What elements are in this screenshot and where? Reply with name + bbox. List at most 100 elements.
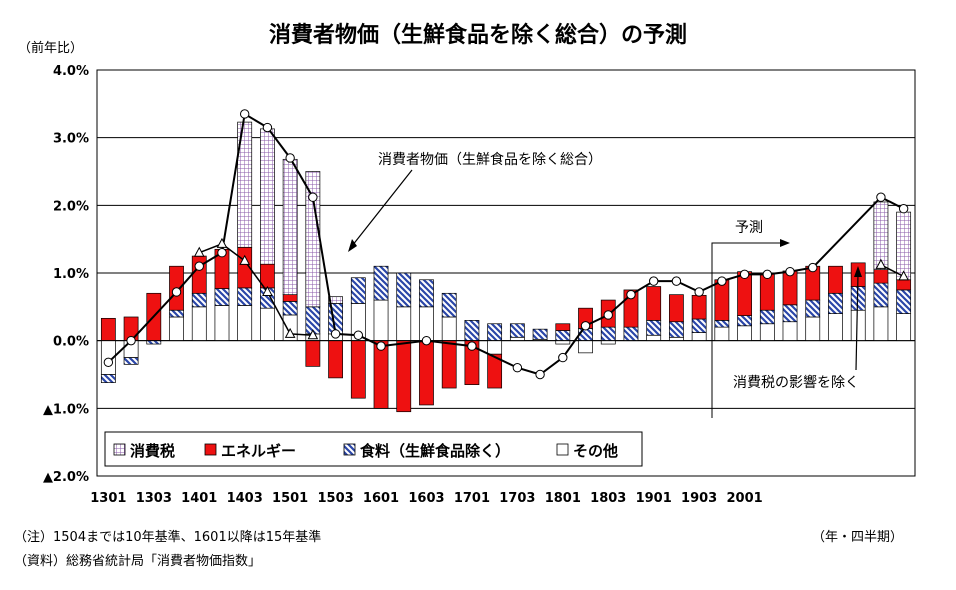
y-tick-labels: 4.0% 3.0% 2.0% 1.0% 0.0% ▲1.0% ▲2.0% [43, 64, 89, 485]
bar-segment [441, 316, 457, 342]
ex-tax-point [239, 254, 251, 265]
bar-segment [396, 340, 412, 413]
cpi-point [376, 341, 386, 351]
cpi-point [739, 269, 750, 280]
bar-segment [487, 323, 503, 342]
bar-segment [873, 269, 889, 284]
bar-segment [578, 340, 593, 354]
cpi-point [717, 276, 727, 286]
bar-segment [146, 340, 162, 345]
bar-segment [419, 306, 434, 342]
cpi-point [558, 352, 568, 363]
ex-tax-point [875, 258, 887, 269]
legend-swatch-energy [204, 443, 217, 456]
bar-segment [305, 171, 321, 308]
cpi-point [262, 122, 273, 133]
x-tick-label: 1303 [136, 491, 172, 506]
cpi-point [330, 329, 341, 339]
chart-title: 消費者物価（生鮮食品を除く総合）の予測 [269, 22, 687, 48]
x-tick-label: 1403 [227, 491, 263, 506]
forecast-arrowhead [780, 239, 790, 247]
bar-segment [328, 340, 343, 379]
ex-tax-point [262, 285, 273, 296]
bar-segment [350, 277, 366, 304]
ex-tax-arrowhead [854, 266, 862, 277]
x-tick-label: 1603 [408, 491, 444, 506]
bar-segment [100, 374, 116, 383]
cpi-point [808, 262, 818, 273]
bar-segment [509, 323, 525, 338]
bar-segment [600, 326, 616, 342]
footnote-note: （注）1504までは10年基準、1601以降は15年基準 [14, 529, 321, 545]
x-tick-label: 1901 [636, 491, 672, 506]
bar-segment [169, 316, 184, 342]
bar-segment [555, 323, 571, 331]
bar-segment [282, 294, 298, 302]
cpi-point [762, 269, 773, 280]
bar-segment [828, 313, 843, 342]
cpi-point [353, 330, 364, 340]
cpi-label-arrow [351, 169, 413, 247]
x-tick-label: 1801 [545, 491, 581, 506]
legend-label-food: 食料（生鮮食品除く） [360, 442, 510, 460]
bar-segment [100, 317, 116, 342]
y-axis-label: （前年比） [18, 40, 83, 56]
bar-segment [350, 340, 366, 399]
plot-frame [96, 69, 916, 477]
ex-tax-point [284, 327, 296, 338]
cpi-label-arrowhead [348, 239, 357, 252]
bar-segment [714, 320, 730, 328]
cpi-point [648, 276, 659, 286]
cpi-point [239, 109, 250, 119]
bar-segment [123, 357, 139, 365]
bar-segment [759, 323, 775, 342]
x-tick-label: 1501 [272, 491, 308, 506]
cpi-point [671, 276, 682, 286]
legend-label-energy: エネルギー [221, 442, 296, 460]
bar-segment [646, 334, 662, 342]
bar-segment [805, 316, 821, 342]
bar-segment [169, 309, 184, 318]
bar-segment [759, 309, 775, 325]
legend-label-tax: 消費税 [130, 442, 175, 460]
bar-segment [305, 340, 321, 367]
bar-segment [873, 201, 889, 270]
bar-segment [396, 306, 412, 342]
cpi-point [512, 363, 523, 373]
cpi-point [171, 287, 182, 297]
cpi-point [535, 369, 545, 380]
cpi-point [103, 357, 114, 368]
bar-segment [669, 294, 684, 323]
bar-segment [260, 128, 275, 265]
bar-segment [396, 272, 412, 308]
ex-tax-point [193, 246, 205, 257]
bar-segment [828, 265, 843, 294]
legend-swatch-tax [113, 443, 126, 456]
bar-segment [237, 121, 253, 248]
ex-tax-point [307, 329, 319, 340]
bar-segment [623, 289, 639, 328]
x-tick-label: 1301 [90, 491, 126, 506]
bar-segment [714, 326, 730, 342]
ex-tax-point [898, 270, 909, 281]
bar-segment [782, 304, 798, 323]
bar-segment [646, 286, 662, 321]
cpi-point [626, 289, 636, 300]
bar-segment [237, 305, 253, 342]
bar-segment [373, 340, 389, 409]
y-tick-label: 0.0% [53, 335, 89, 350]
bar-segment [214, 288, 230, 306]
x-tick-label: 1401 [181, 491, 217, 506]
bar-segment [805, 299, 821, 318]
x-tick-label: 1701 [454, 491, 490, 506]
bar-segment [782, 321, 798, 342]
x-tick-label: 1903 [681, 491, 717, 506]
bar-segment [328, 296, 343, 304]
bar-segment [646, 320, 662, 336]
cpi-lines [103, 109, 909, 380]
cpi-point [194, 261, 204, 271]
cpi-point [603, 310, 613, 320]
x-tick-label: 2001 [726, 491, 762, 506]
bar-segment [850, 309, 866, 342]
